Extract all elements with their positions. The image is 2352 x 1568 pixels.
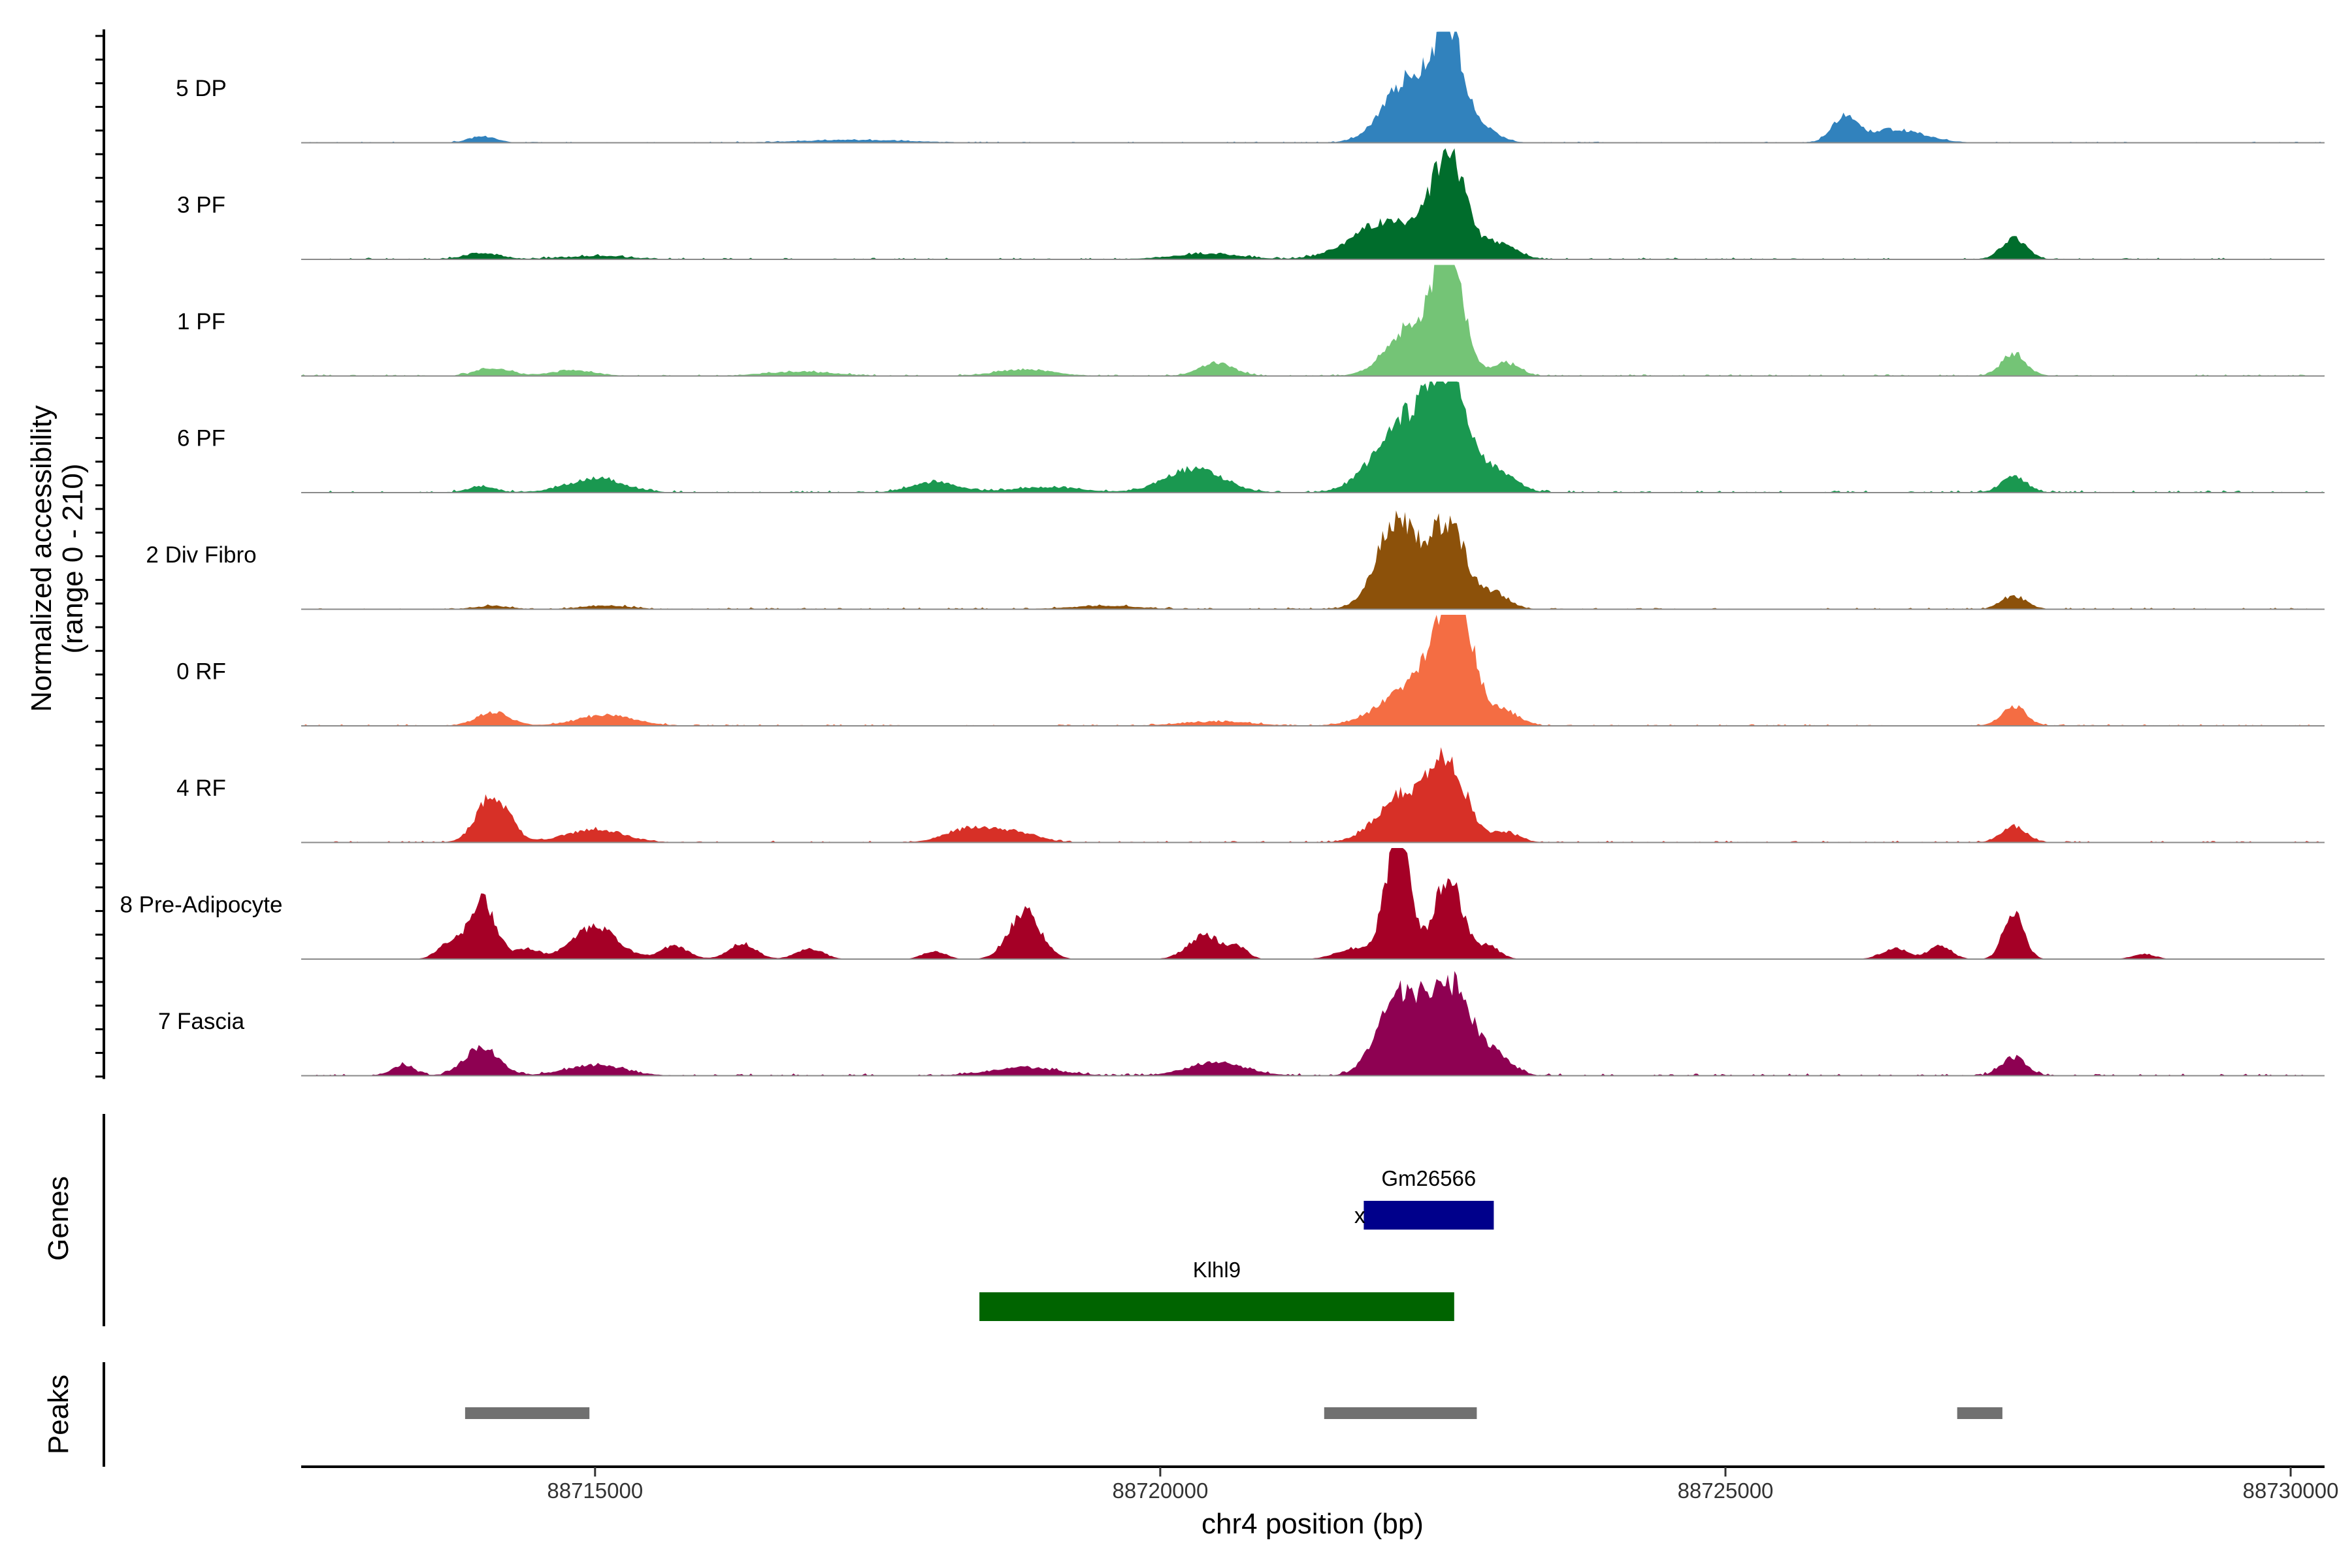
genes-panel: Gm26566 x Klhl9: [979, 1166, 1494, 1321]
track-area-1-pf: [301, 265, 2325, 376]
y-axis-title: Normalized accessibility: [25, 405, 57, 711]
x-axis-title: chr4 position (bp): [1201, 1508, 1424, 1540]
gene-label-gm26566: Gm26566: [1381, 1166, 1476, 1190]
track-label-2-div-fibro: 2 Div Fibro: [146, 542, 256, 568]
coverage-tracks: [301, 31, 2325, 1077]
track-label-5-dp: 5 DP: [176, 76, 227, 101]
track-label-3-pf: 3 PF: [177, 193, 225, 218]
y-axis-range-title: (range 0 - 210): [57, 463, 89, 653]
track-area-4-rf: [301, 747, 2325, 843]
gene-body-gm26566: [1364, 1201, 1494, 1230]
track-label-8-pre-adipocyte: 8 Pre-Adipocyte: [120, 892, 282, 918]
gene-strand-marker-gm26566: x: [1354, 1203, 1365, 1228]
peaks-panel-title: Peaks: [42, 1375, 74, 1454]
track-area-0-rf: [301, 615, 2325, 726]
track-labels: 5 DP 3 PF 1 PF 6 PF 2 Div Fibro 0 RF 4 RF 8 Pre…: [120, 76, 282, 1034]
peak-region-1: [465, 1407, 590, 1419]
peak-region-2: [1324, 1407, 1477, 1419]
gene-body-klhl9: [979, 1292, 1454, 1321]
x-axis-ticks: 88715000 88720000 88725000 88730000: [547, 1467, 2339, 1503]
track-area-8-pre-adipocyte: [301, 848, 2325, 959]
peaks-panel: [465, 1407, 2002, 1419]
genes-panel-title: Genes: [42, 1176, 74, 1261]
track-label-0-rf: 0 RF: [176, 659, 226, 685]
track-area-3-pf: [301, 148, 2325, 259]
track-area-6-pf: [301, 382, 2325, 493]
track-label-7-fascia: 7 Fascia: [158, 1009, 245, 1034]
track-area-2-div-fibro: [301, 510, 2325, 610]
peak-region-3: [1957, 1407, 2002, 1419]
track-label-6-pf: 6 PF: [177, 426, 225, 451]
track-label-1-pf: 1 PF: [177, 309, 225, 335]
x-tick-label-88725000: 88725000: [1678, 1478, 1774, 1503]
track-area-5-dp: [301, 31, 2325, 143]
track-label-4-rf: 4 RF: [176, 776, 226, 801]
gene-label-klhl9: Klhl9: [1193, 1258, 1241, 1282]
x-tick-label-88715000: 88715000: [547, 1478, 643, 1503]
track-area-7-fascia: [301, 971, 2325, 1076]
x-tick-label-88730000: 88730000: [2243, 1478, 2339, 1503]
x-tick-label-88720000: 88720000: [1112, 1478, 1208, 1503]
y-axis: [95, 29, 105, 1079]
